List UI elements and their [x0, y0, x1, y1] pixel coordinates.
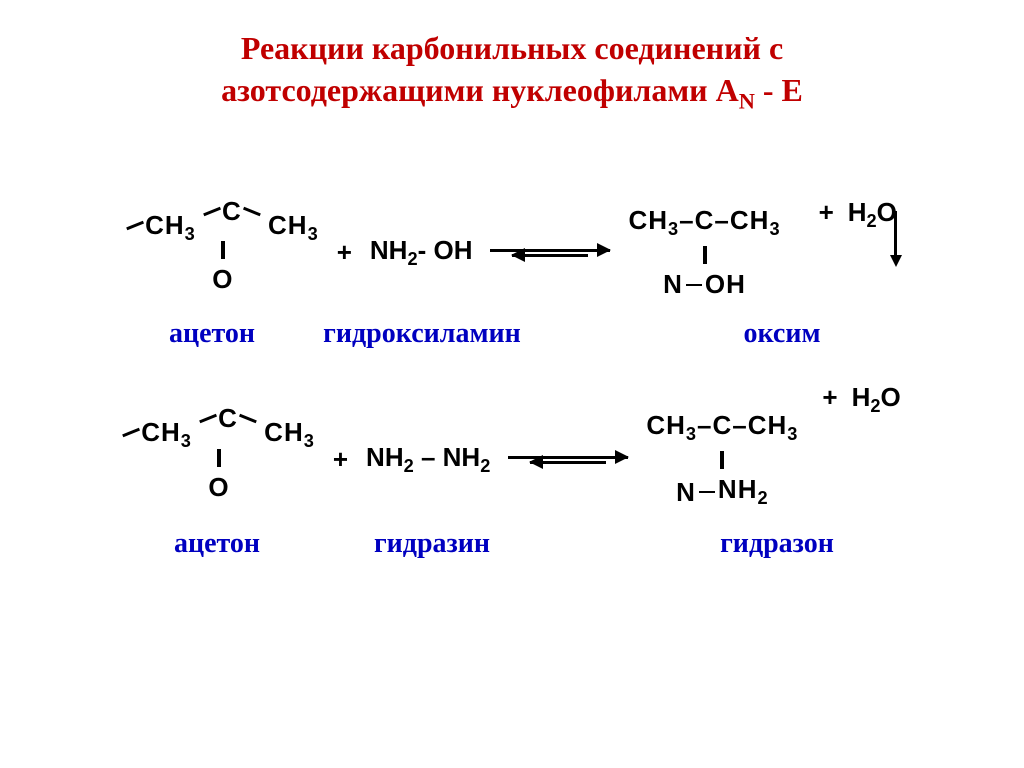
r1-byproduct: + H2O — [819, 197, 897, 232]
r1-prod-ch3l-sub: 3 — [668, 219, 679, 239]
r2-prod-nh-sub: 2 — [757, 489, 768, 509]
bond-angle-icon — [238, 409, 256, 427]
bond-dash-icon — [686, 284, 702, 287]
r1-prod-dblbond — [700, 240, 710, 271]
r1-h2o-h: H — [848, 197, 867, 227]
bond-angle-icon — [123, 423, 141, 441]
r1-reactant-ch3r-sub: 3 — [308, 224, 319, 244]
r2-byproduct: + H2O — [822, 382, 900, 417]
r2-h2o-o: O — [881, 382, 901, 412]
r1-reactant-acetone: CH3 C CH3 O — [127, 210, 319, 295]
r2-prod-n: N — [676, 477, 696, 508]
r1-prod-bottom: N OH — [663, 269, 746, 300]
r1-reactant-dblbond — [218, 235, 228, 266]
r1-h2o: H2O — [848, 197, 897, 227]
r2-label-reactant: ацетон — [132, 528, 302, 560]
r2-equilibrium-arrows — [508, 456, 628, 464]
arrow-right-icon — [508, 456, 628, 459]
title-sub-n: N — [739, 88, 755, 113]
r2-prod-dblbond — [717, 445, 727, 476]
r2-reagent-nh2: – NH — [414, 442, 480, 472]
r1-labels: ацетон гидроксиламин оксим — [40, 318, 984, 350]
r2-prod-nh: NH — [718, 474, 758, 504]
bond-dash-icon — [699, 491, 715, 494]
title-line1: Реакции карбонильных соединений с — [40, 28, 984, 70]
r1-plus-2: + — [819, 197, 834, 227]
bond-angle-icon — [200, 409, 218, 427]
r2-reactant-c: C — [218, 403, 238, 433]
r1-reactant-c: C — [222, 196, 242, 226]
r1-reactant-ch3l-sub: 3 — [185, 224, 196, 244]
r2-reactant-o: O — [208, 472, 229, 503]
r2-prod-ch3l-sub: 3 — [686, 424, 697, 444]
r2-reagent-nh1: NH — [366, 442, 404, 472]
arrow-left-icon — [512, 254, 588, 257]
r2-h2o-h: H — [852, 382, 871, 412]
spacer — [552, 318, 672, 350]
slide-title: Реакции карбонильных соединений с азотсо… — [40, 28, 984, 115]
r2-plus-2: + — [822, 382, 837, 412]
r1-label-product: оксим — [672, 318, 892, 350]
r2-label-product: гидразон — [662, 528, 892, 560]
r2-reactant-ch3l: CH — [141, 417, 181, 447]
title-line2: азотсодержащими нуклеофилами AN - E — [40, 70, 984, 116]
r2-reagent-sub2: 2 — [480, 457, 490, 477]
r1-prod-n: N — [663, 269, 683, 300]
r1-product-top: CH3–C–CH3 — [628, 205, 780, 240]
r1-reactant-ch3r: CH — [268, 210, 308, 240]
r2-h2o: H2O — [852, 382, 901, 412]
r1-side-arrow-icon — [894, 211, 902, 267]
r1-plus-1: + — [337, 237, 352, 268]
bond-angle-icon — [242, 202, 260, 220]
title-line2-prefix: азотсодержащими нуклеофилами A — [221, 72, 739, 108]
r2-prod-nh2: NH2 — [718, 474, 769, 509]
r1-prod-ch3r-sub: 3 — [769, 219, 780, 239]
r2-prod-bottom: N NH2 — [676, 474, 768, 509]
r1-prod-c: C — [695, 205, 715, 235]
r2-prod-ch3l: CH — [646, 410, 686, 440]
r2-prod-c: C — [712, 410, 732, 440]
r1-product-group: CH3–C–CH3 N OH + H2O — [628, 205, 896, 300]
r1-product-oxime: CH3–C–CH3 N OH — [628, 205, 780, 300]
r1-h2o-2: 2 — [867, 211, 877, 231]
r2-reagent-sub1: 2 — [404, 457, 414, 477]
arrow-right-icon — [490, 249, 610, 252]
r2-reactant-ch3l-sub: 3 — [181, 432, 192, 452]
r1-reactant-o: O — [212, 264, 233, 295]
r1-reagent-oh: - OH — [418, 235, 473, 265]
r2-labels: ацетон гидразин гидразон — [40, 528, 984, 560]
r2-prod-ch3r: CH — [748, 410, 788, 440]
r1-label-reactant: ацетон — [132, 318, 292, 350]
bond-angle-icon — [204, 202, 222, 220]
r1-reactant-ch3l: CH — [145, 210, 185, 240]
r2-product-top: CH3–C–CH3 — [646, 410, 798, 445]
r2-reagent-hydrazine: NH2 – NH2 — [366, 442, 490, 477]
arrow-left-icon — [530, 461, 606, 464]
r1-reagent-nh: NH — [370, 235, 408, 265]
r2-label-reagent: гидразин — [302, 528, 562, 560]
r1-prod-ch3l: CH — [628, 205, 668, 235]
r2-plus-1: + — [333, 444, 348, 475]
r2-h2o-2: 2 — [870, 396, 880, 416]
r1-reagent-hydroxylamine: NH2- OH — [370, 235, 473, 270]
r1-label-reagent: гидроксиламин — [292, 318, 552, 350]
r1-reagent-sub: 2 — [407, 249, 417, 269]
r2-reactant-ch3r: CH — [264, 417, 304, 447]
r2-reactant-dblbond — [214, 443, 224, 474]
r1-prod-oh: OH — [705, 269, 746, 300]
r2-product-hydrazone: CH3–C–CH3 N NH2 — [646, 410, 798, 509]
r2-product-group: CH3–C–CH3 N NH2 + H2O — [646, 410, 900, 509]
r2-prod-ch3r-sub: 3 — [787, 424, 798, 444]
r2-reactant-ch3r-sub: 3 — [304, 432, 315, 452]
title-line2-suffix: - E — [755, 72, 803, 108]
bond-angle-icon — [127, 216, 145, 234]
r1-equilibrium-arrows — [490, 249, 610, 257]
r1-prod-ch3r: CH — [730, 205, 770, 235]
r2-reactant-acetone: CH3 C CH3 O — [123, 417, 315, 502]
reaction-2: CH3 C CH3 O + NH2 – NH2 CH3–C–CH3 N NH2 — [40, 410, 984, 509]
reaction-1: CH3 C CH3 O + NH2- OH CH3–C–CH3 N OH — [40, 205, 984, 300]
spacer — [562, 528, 662, 560]
